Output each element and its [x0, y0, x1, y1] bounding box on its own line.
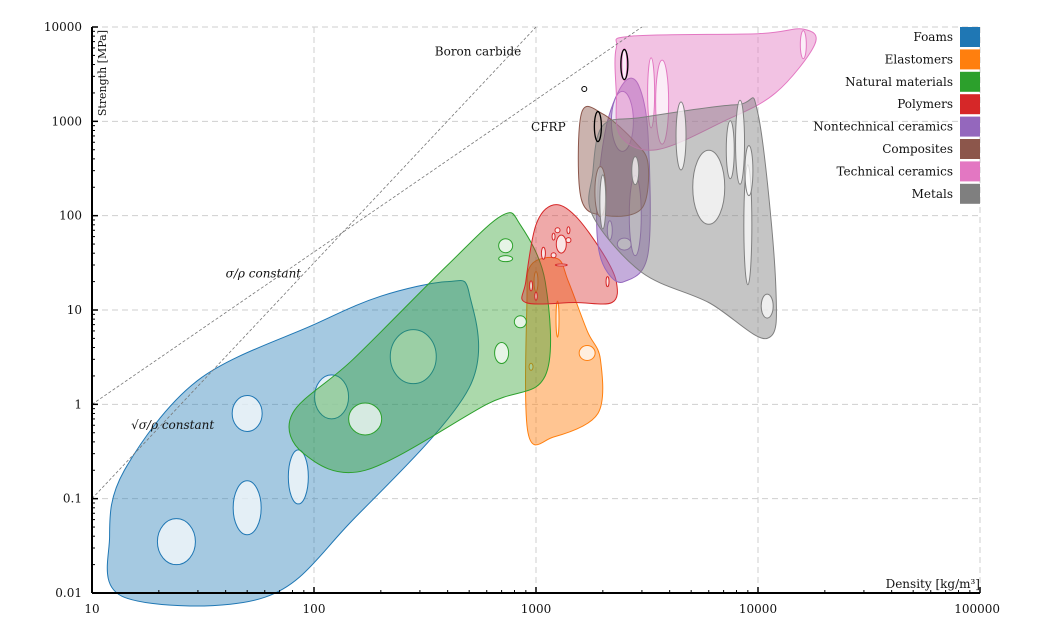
data-point [692, 149, 726, 225]
series-group [521, 204, 618, 305]
data-point [314, 374, 350, 420]
y-tick-label: 10000 [44, 20, 82, 34]
data-point [605, 276, 610, 288]
series-group [596, 77, 651, 283]
legend-label: Composites [882, 142, 953, 156]
data-point [533, 271, 539, 293]
data-point [610, 90, 634, 152]
data-point [799, 30, 807, 60]
guide-lines: σ/ρ constant √σ/ρ constant [91, 26, 643, 499]
data-point [513, 315, 527, 329]
legend-swatch [960, 71, 980, 92]
series-layer [106, 28, 817, 607]
legend-label: Metals [912, 187, 953, 201]
annotation-marker [593, 110, 603, 143]
y-tick-label: 10 [67, 303, 82, 317]
y-tick-label: 1000 [51, 114, 82, 128]
data-point [578, 345, 596, 362]
series-group [614, 28, 817, 151]
legend-label: Natural materials [845, 75, 953, 89]
data-point [540, 246, 546, 260]
legend-swatch [960, 49, 980, 70]
data-point [348, 402, 383, 436]
data-point [529, 280, 534, 292]
data-point [554, 263, 568, 267]
legend-swatch [960, 94, 980, 115]
data-point [744, 145, 754, 197]
series-group [588, 97, 778, 339]
data-point [551, 232, 556, 241]
data-point [156, 518, 196, 566]
data-point [555, 300, 560, 338]
legend-swatch [960, 139, 980, 159]
y-tick-label: 0.01 [55, 586, 82, 600]
x-tick-label: 10000 [739, 602, 777, 616]
legend-label: Polymers [897, 97, 953, 111]
series-group [106, 279, 480, 607]
data-point [621, 48, 628, 82]
data-point [494, 342, 510, 365]
x-tick-label: 100 [303, 602, 326, 616]
data-point [675, 101, 687, 171]
data-point [287, 449, 309, 505]
y-tick-label: 0.1 [63, 492, 82, 506]
x-tick-label: 10 [84, 602, 99, 616]
legend-label: Nontechnical ceramics [813, 120, 953, 134]
legend-swatch [960, 116, 980, 137]
data-point [550, 252, 557, 259]
legend: Foams Elastomers Natural materials Polymers… [813, 27, 980, 204]
series-envelope [106, 279, 480, 607]
guide-line [91, 26, 537, 499]
annotation-layer: Boron carbide CFRP [435, 44, 629, 143]
annotation-marker [620, 48, 629, 81]
annotation-label: CFRP [531, 120, 566, 134]
data-point [498, 238, 514, 254]
reference-point [581, 86, 588, 93]
y-tick-label: 100 [59, 209, 82, 223]
guide-line-label: √σ/ρ constant [131, 418, 214, 432]
x-tick-label: 100000 [954, 602, 1000, 616]
data-point [566, 226, 571, 235]
series-group [288, 212, 552, 474]
data-point [760, 293, 774, 319]
data-point [606, 220, 613, 241]
legend-label: Technical ceramics [836, 164, 953, 178]
data-point [599, 174, 607, 230]
data-point [631, 156, 640, 186]
data-point [232, 480, 262, 536]
data-point [498, 255, 514, 263]
data-point [725, 120, 735, 180]
legend-swatch [960, 183, 980, 204]
data-point [655, 59, 670, 145]
data-point [534, 291, 538, 301]
y-tick-label: 1 [74, 397, 82, 411]
legend-label: Elastomers [885, 52, 953, 66]
x-axis-label: Density [kg/m³] [886, 577, 980, 591]
data-point [735, 99, 746, 185]
guide-line-label: σ/ρ constant [226, 267, 302, 281]
data-point [389, 329, 437, 385]
data-point [554, 227, 561, 234]
annotation-label: Boron carbide [435, 44, 521, 58]
legend-swatch [960, 27, 980, 47]
data-point [565, 237, 572, 244]
data-point [647, 57, 656, 129]
axes: 10 100 1000 10000 100000 0.01 0.1 1 10 100 1000 100… [44, 20, 1000, 616]
data-point [528, 362, 534, 371]
legend-swatch [960, 161, 980, 182]
x-tick-label: 1000 [521, 602, 552, 616]
y-axis-label: Strength [MPa] [96, 30, 109, 116]
guide-line [91, 26, 643, 405]
data-point [555, 234, 567, 254]
legend-label: Foams [913, 30, 953, 44]
data-point [231, 394, 263, 432]
